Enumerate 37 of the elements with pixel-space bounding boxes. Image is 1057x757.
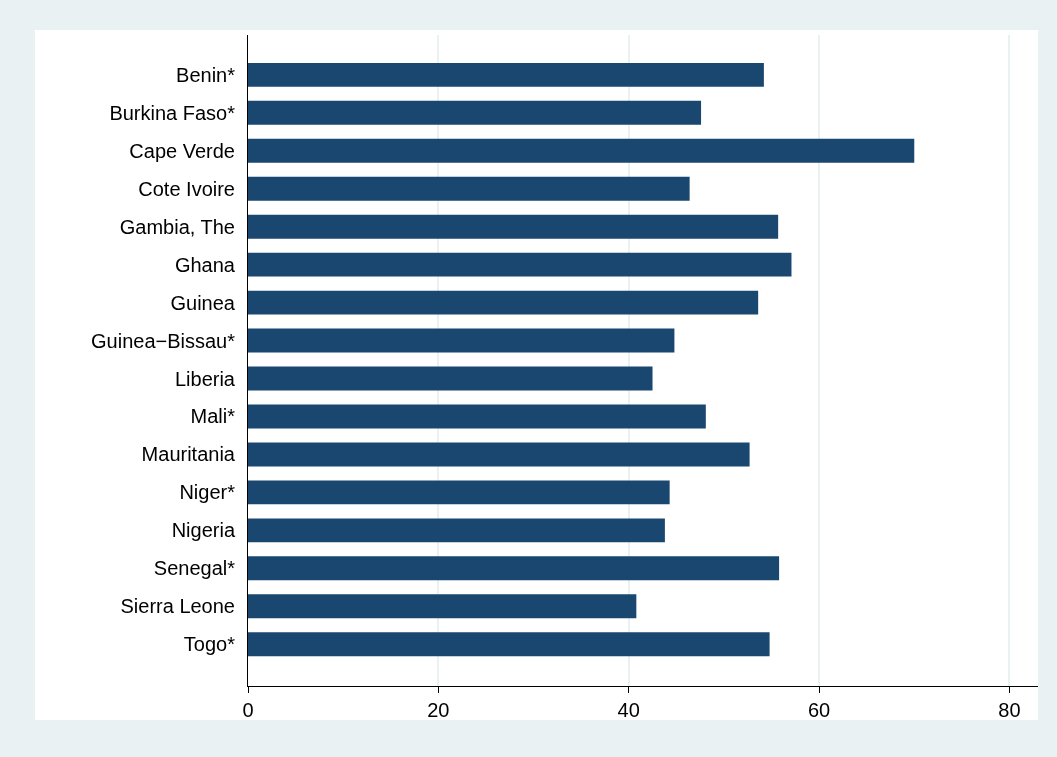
y-tick-label: Mauritania: [141, 443, 236, 466]
x-tick-label: 80: [998, 699, 1021, 721]
bar: [248, 632, 770, 657]
bar: [248, 176, 690, 201]
x-tick-label: 0: [242, 699, 254, 721]
bar: [248, 594, 637, 619]
y-tick-label: Guinea−Bissau*: [91, 329, 236, 352]
bar: [248, 214, 779, 239]
y-tick-label: Togo*: [183, 633, 236, 656]
bar: [248, 62, 764, 87]
bar: [248, 290, 759, 315]
y-tick-label: Gambia, The: [119, 215, 235, 238]
y-tick-label: Burkina Faso*: [109, 101, 236, 124]
y-tick-label: Liberia: [174, 367, 236, 390]
bar: [248, 100, 702, 125]
bar: [248, 442, 750, 467]
y-tick-label: Nigeria: [171, 519, 236, 542]
y-tick-label: Niger*: [179, 481, 236, 504]
bar: [248, 518, 665, 543]
bar: [248, 480, 670, 505]
x-tick-label: 40: [617, 699, 640, 721]
y-tick-label: Sierra Leone: [120, 595, 235, 618]
bar: [248, 366, 653, 391]
bar: [248, 138, 915, 163]
bar: [248, 404, 706, 429]
y-tick-label: Cote Ivoire: [138, 177, 235, 200]
x-tick-label: 20: [427, 699, 450, 721]
y-tick-label: Senegal*: [153, 557, 236, 580]
y-tick-label: Benin*: [176, 63, 236, 86]
x-tick-label: 60: [807, 699, 831, 721]
y-tick-label: Cape Verde: [129, 139, 235, 162]
y-tick-label: Mali*: [190, 405, 236, 428]
y-tick-label: Ghana: [174, 253, 236, 276]
bar: [248, 252, 792, 277]
bar: [248, 556, 780, 581]
bar: [248, 328, 675, 353]
y-tick-label: Guinea: [170, 291, 236, 314]
